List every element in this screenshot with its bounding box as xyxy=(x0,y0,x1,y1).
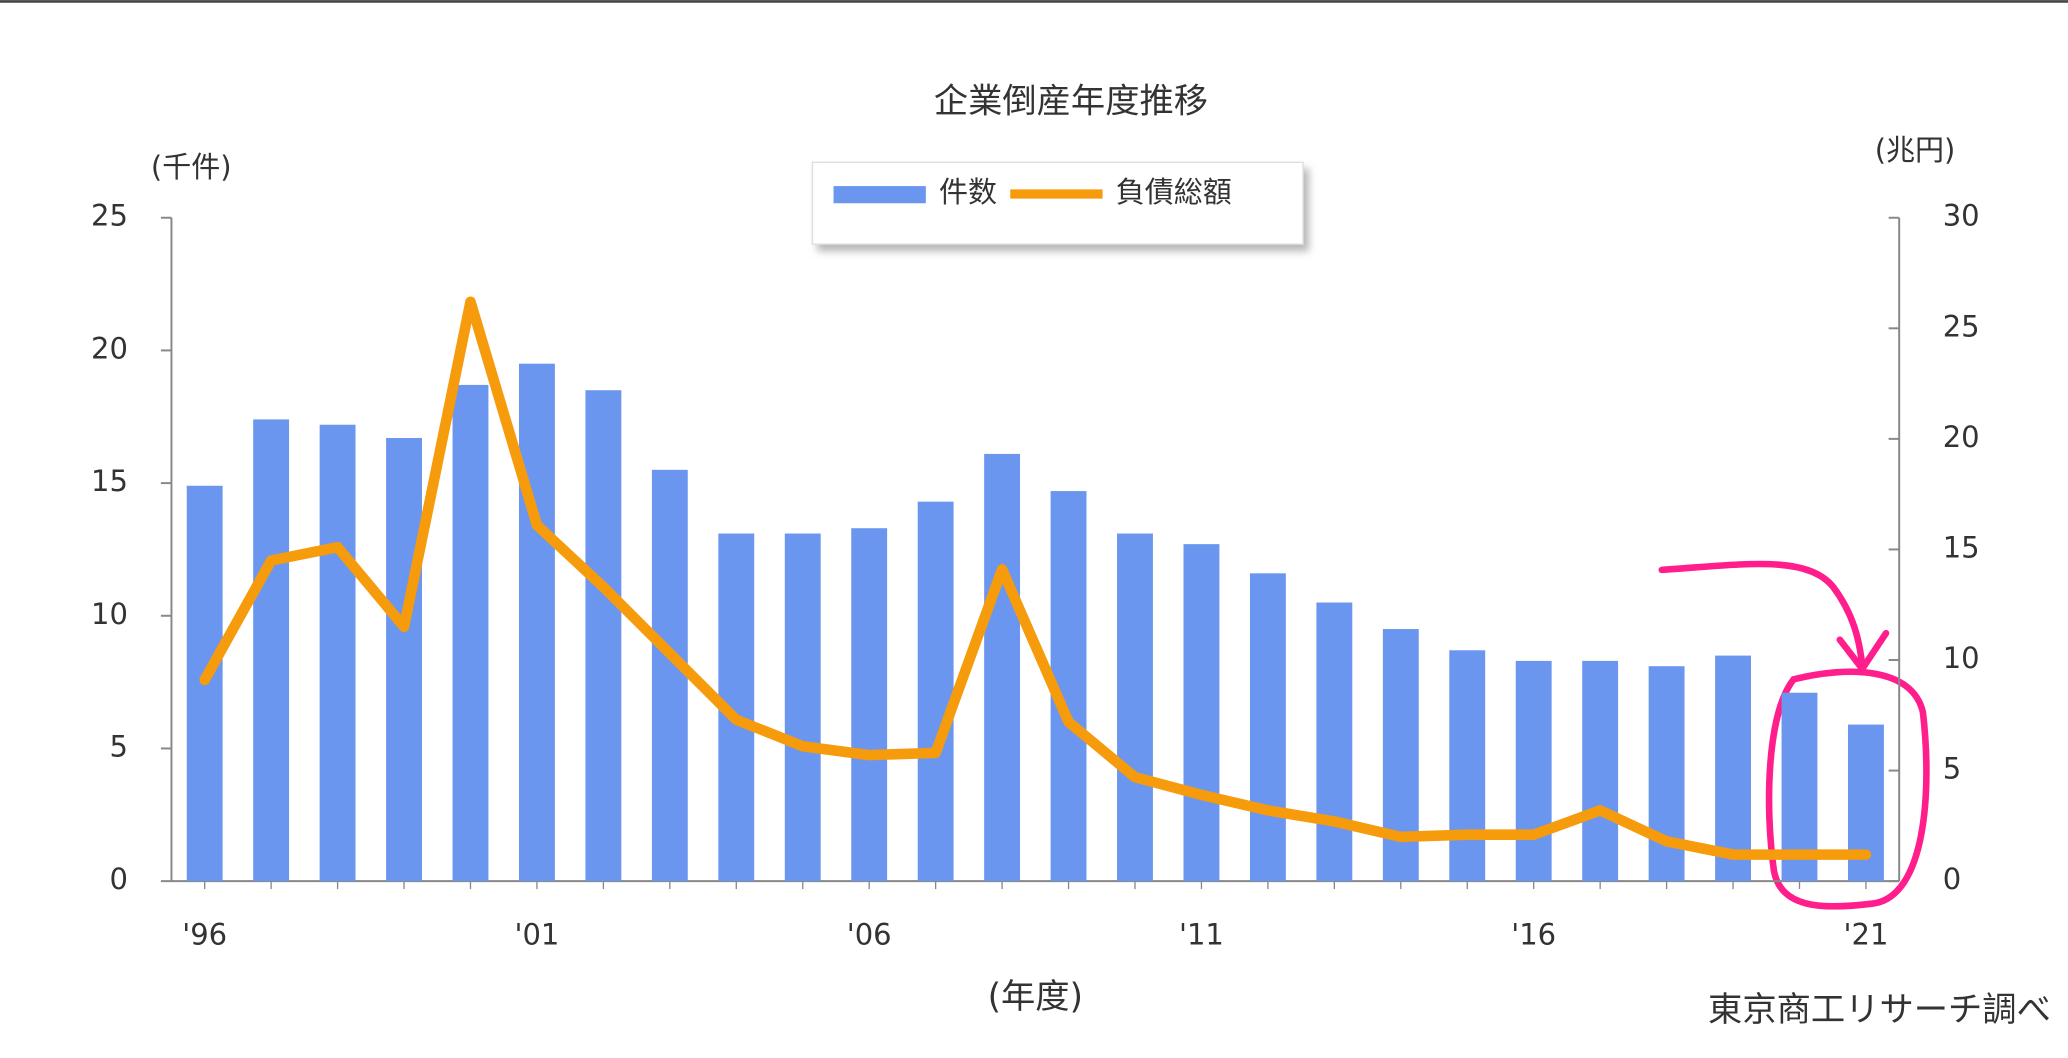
bar xyxy=(1515,660,1552,882)
bar xyxy=(1117,533,1153,882)
line xyxy=(199,296,1872,860)
annotation-arrowhead xyxy=(1836,629,1890,675)
bar xyxy=(386,437,422,882)
bar xyxy=(452,384,489,882)
y2-tick-label: 0 xyxy=(1943,862,1961,896)
bar xyxy=(1582,660,1619,882)
y-tick-label: 20 xyxy=(91,331,128,365)
bar xyxy=(319,424,356,882)
y-tick-label: 25 xyxy=(91,199,128,233)
x-tick-label: '96 xyxy=(182,918,227,952)
bar xyxy=(518,363,555,882)
legend: 件数 負債総額 xyxy=(833,175,1232,209)
y-tick-label: 5 xyxy=(109,729,127,763)
bar xyxy=(1449,650,1486,882)
bar xyxy=(984,453,1021,882)
legend-swatch xyxy=(833,186,926,204)
y2-tick-label: 15 xyxy=(1943,530,1980,564)
bar xyxy=(1316,602,1353,882)
y2-tick-label: 20 xyxy=(1943,420,1980,454)
bar xyxy=(851,528,888,882)
x-tick-label: '21 xyxy=(1844,918,1889,952)
bar xyxy=(1715,655,1751,882)
y-tick-label: 0 xyxy=(109,862,127,896)
bar xyxy=(1249,573,1286,882)
bar xyxy=(1183,544,1220,882)
source-note: 東京商工リサーチ調べ xyxy=(1708,990,2051,1030)
x-tick-label: '01 xyxy=(514,918,559,952)
chart-title: 企業倒産年度推移 xyxy=(934,82,1208,122)
bar xyxy=(585,390,622,882)
legend-label: 件数 xyxy=(939,175,997,209)
bar xyxy=(784,533,821,882)
x-tick-label: '16 xyxy=(1511,918,1556,952)
annotation xyxy=(1658,560,1930,910)
x-tick-label: '06 xyxy=(847,918,892,952)
y-tick-label: 15 xyxy=(91,464,128,498)
legend-label: 負債総額 xyxy=(1116,175,1232,209)
y2-tick-label: 10 xyxy=(1943,641,1980,675)
bar xyxy=(253,419,290,882)
y2-tick-label: 5 xyxy=(1943,752,1961,786)
x-tick-label: '11 xyxy=(1179,918,1224,952)
y2-tick-label: 25 xyxy=(1943,309,1980,343)
annotation-arrow xyxy=(1658,560,1866,670)
annotation-circle xyxy=(1765,668,1930,910)
y2-tick-label: 30 xyxy=(1943,199,1980,233)
y-axis-label: (千件) xyxy=(151,150,232,184)
bar xyxy=(651,469,688,882)
y2-axis-label: (兆円) xyxy=(1875,133,1956,167)
x-axis-label: (年度) xyxy=(988,977,1083,1017)
bar xyxy=(917,501,954,882)
bar xyxy=(1382,629,1419,882)
y-tick-label: 10 xyxy=(91,597,128,631)
